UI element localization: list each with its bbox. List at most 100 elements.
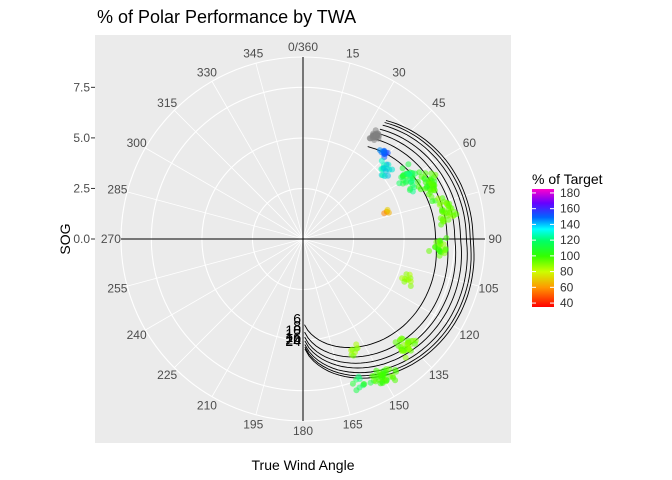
angle-tick-label: 75 [482, 182, 496, 196]
data-point [412, 340, 418, 347]
legend-tick-label: 180 [560, 186, 580, 200]
data-point [380, 367, 387, 374]
angle-tick-labels: 0/360 15 30 45 60 75 90 105 120 135 150 165 180 195 21… [101, 40, 502, 438]
data-point [353, 341, 360, 348]
angle-tick-label: 315 [157, 96, 177, 110]
data-point [390, 374, 397, 381]
data-point [400, 342, 407, 348]
legend-tick-label: 140 [560, 217, 580, 231]
data-point [407, 175, 414, 182]
data-point [429, 180, 436, 187]
legend-tick-label: 80 [560, 265, 574, 279]
data-point [416, 169, 423, 176]
grid-spoke [302, 238, 351, 415]
data-point [353, 387, 360, 394]
data-point [414, 178, 421, 185]
data-point [402, 354, 409, 361]
data-point [407, 283, 414, 289]
polar-curve-label: 6 [293, 311, 301, 327]
data-point [417, 186, 424, 193]
data-point [433, 239, 440, 246]
grid-spoke [302, 238, 479, 287]
angle-tick-label: 195 [243, 418, 263, 432]
angle-tick-label: 165 [343, 418, 363, 432]
data-point [435, 246, 442, 253]
polar-curve-8 [304, 138, 449, 358]
scatter-points [348, 127, 460, 394]
grid-spoke [302, 63, 351, 240]
chart-title: % of Polar Performance by TWA [97, 7, 356, 27]
data-point [403, 271, 410, 278]
data-point [392, 366, 399, 373]
data-point [361, 381, 368, 388]
radial-tick-label: 0.0 [73, 232, 90, 246]
grid-spoke [302, 191, 479, 240]
y-axis-title: SOG [57, 223, 73, 254]
data-point [349, 346, 356, 353]
radial-tick-label: 7.5 [73, 80, 90, 94]
data-point [367, 379, 374, 386]
data-point [384, 206, 391, 213]
data-point [366, 135, 373, 142]
grid-spoke [174, 238, 304, 368]
angle-tick-label: 105 [479, 282, 499, 296]
angle-tick-label: 15 [346, 46, 360, 60]
grid-spoke [174, 110, 304, 240]
data-point [440, 218, 446, 225]
data-point [407, 278, 414, 285]
legend-tick-label: 60 [560, 280, 574, 294]
data-point [441, 250, 448, 257]
angle-tick-label: 270 [101, 232, 121, 246]
data-point [450, 212, 457, 219]
data-point [429, 198, 436, 205]
data-point [349, 380, 356, 387]
grid-spoke [255, 63, 304, 240]
data-point [381, 173, 388, 180]
grid-spoke [302, 81, 395, 240]
angle-tick-label: 345 [243, 46, 263, 60]
angle-tick-label: 135 [429, 368, 449, 382]
data-point [389, 166, 396, 173]
data-point [378, 157, 385, 164]
data-point [402, 179, 409, 186]
legend-title: % of Target [532, 171, 603, 187]
angle-tick-label: 30 [392, 66, 406, 80]
data-point [404, 171, 411, 178]
angle-tick-label: 60 [463, 136, 477, 150]
grid-spoke [127, 191, 304, 240]
data-point [425, 191, 432, 198]
data-point [399, 165, 406, 172]
polar-curve-12 [304, 128, 462, 369]
angle-tick-label: 150 [389, 398, 409, 412]
data-point [381, 148, 388, 155]
angle-tick-label: 285 [107, 182, 127, 196]
radial-tick-label: 2.5 [73, 181, 90, 195]
grid-spoke [255, 238, 304, 415]
grid-spoke [211, 238, 304, 397]
data-point [435, 195, 442, 202]
data-point [446, 200, 453, 207]
polar-curve-label: 20 [285, 331, 301, 347]
data-point [445, 216, 452, 223]
data-point [399, 348, 405, 355]
angle-tick-label: 330 [197, 66, 217, 80]
axis-lines [121, 57, 485, 421]
legend-tick-label: 100 [560, 249, 580, 263]
polar-curve-16 [304, 124, 468, 374]
data-point [439, 207, 445, 214]
angle-tick-label: 120 [459, 328, 479, 342]
grid-spoke [302, 110, 432, 240]
polar-curve-10 [304, 132, 457, 364]
data-point [436, 201, 443, 208]
polar-curve-label: 12 [285, 326, 301, 342]
data-point [380, 164, 387, 171]
angle-tick-label: 180 [293, 424, 313, 438]
grid-spoke [145, 238, 304, 331]
legend-colorbar [532, 189, 554, 307]
data-point [405, 161, 412, 168]
grid-spoke [127, 238, 304, 287]
angle-tick-label: 45 [432, 96, 446, 110]
